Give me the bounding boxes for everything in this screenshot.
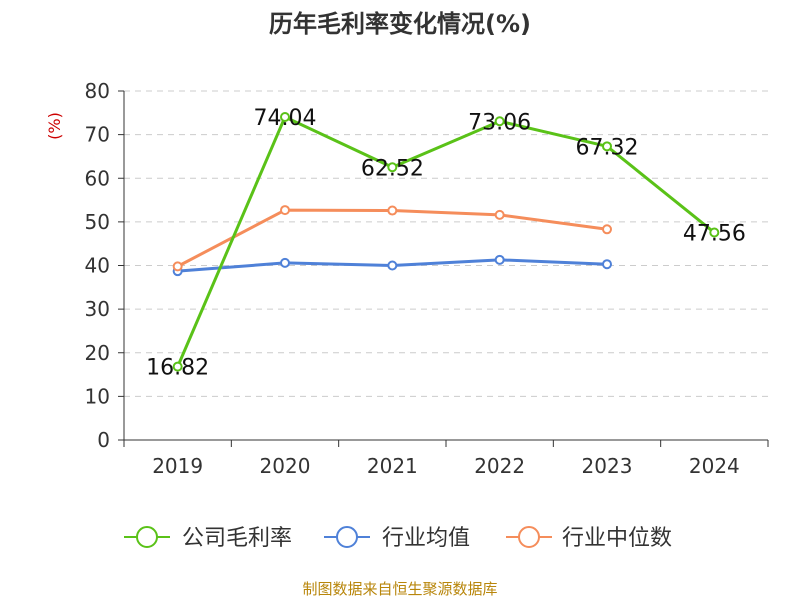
- y-tick-label: 50: [85, 210, 110, 234]
- y-tick-label: 40: [85, 254, 110, 278]
- x-tick-label: 2019: [152, 454, 203, 478]
- axes: 0 10 20 30 40 50 60 70 80 2019 2020 2021 2022 2023 202…: [85, 79, 769, 478]
- data-point: [494, 116, 505, 127]
- grid-lines: [124, 90, 768, 397]
- y-tick-label: 30: [85, 297, 110, 321]
- legend-label: 行业中位数: [562, 526, 672, 551]
- x-tick-label: 2022: [474, 454, 525, 478]
- x-tick-label: 2020: [260, 454, 311, 478]
- data-point: [280, 112, 290, 123]
- y-axis-unit: (%): [45, 112, 64, 140]
- source-note: 制图数据来自恒生聚源数据库: [302, 580, 497, 598]
- y-tick-label: 10: [85, 384, 110, 408]
- x-tick-label: 2023: [582, 454, 633, 478]
- data-point: [387, 205, 398, 216]
- data-point: [709, 227, 720, 238]
- y-tick-label: 80: [85, 79, 110, 103]
- y-tick-label: 20: [85, 341, 110, 365]
- data-label: 67.32: [576, 135, 639, 160]
- series-lines: [172, 112, 720, 372]
- y-tick-label: 60: [85, 166, 110, 190]
- data-point: [280, 205, 290, 216]
- data-point: [494, 254, 505, 265]
- legend: 公司毛利率 行业均值 行业中位数: [124, 526, 672, 551]
- data-label: 16.82: [146, 356, 209, 381]
- data-point: [172, 361, 183, 372]
- legend-label: 行业均值: [382, 526, 470, 551]
- data-point: [602, 224, 612, 235]
- legend-swatch-marker: [136, 526, 158, 548]
- legend-swatch-marker: [518, 526, 540, 548]
- data-label: 47.56: [683, 222, 746, 247]
- data-point: [602, 259, 612, 270]
- data-labels: 16.82 74.04 62.52 73.06 67.32 47.56: [146, 106, 746, 381]
- data-label: 73.06: [468, 110, 531, 135]
- x-tick-label: 2021: [367, 454, 418, 478]
- data-point: [494, 209, 505, 220]
- data-point: [387, 260, 398, 271]
- legend-label: 公司毛利率: [182, 526, 292, 551]
- data-point: [602, 141, 612, 152]
- data-point: [172, 261, 183, 272]
- x-tick-label: 2024: [689, 454, 740, 478]
- chart-title: 历年毛利率变化情况(%): [269, 10, 531, 38]
- data-point: [280, 257, 290, 268]
- y-tick-label: 70: [85, 123, 110, 147]
- data-label: 74.04: [254, 106, 317, 131]
- y-tick-label: 0: [97, 428, 110, 452]
- series-line: [176, 115, 716, 368]
- data-label: 62.52: [361, 156, 424, 181]
- legend-swatch-marker: [336, 526, 358, 548]
- data-point: [387, 162, 398, 173]
